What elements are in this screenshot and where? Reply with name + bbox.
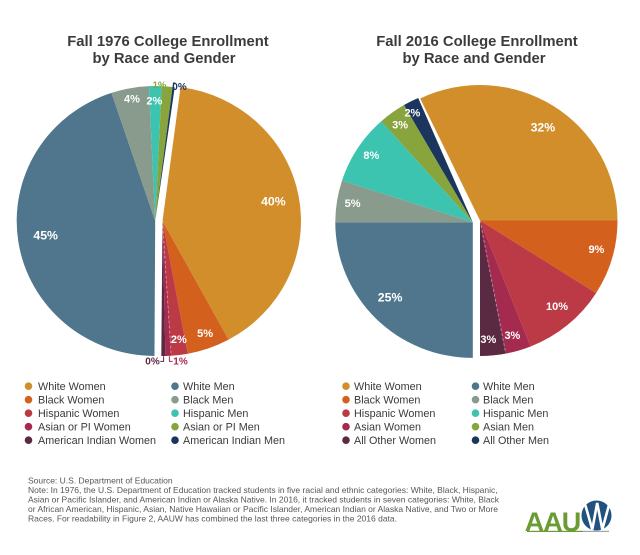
svg-text:Hispanic Women: Hispanic Women bbox=[38, 408, 119, 420]
svg-text:8%: 8% bbox=[363, 150, 379, 162]
svg-text:4%: 4% bbox=[124, 94, 140, 106]
svg-text:3%: 3% bbox=[392, 120, 408, 132]
svg-text:Asian Women: Asian Women bbox=[354, 422, 421, 434]
svg-text:3%: 3% bbox=[504, 330, 520, 342]
svg-text:0%: 0% bbox=[145, 356, 160, 367]
svg-text:1%: 1% bbox=[153, 80, 167, 91]
svg-text:White Women: White Women bbox=[354, 381, 422, 393]
svg-text:Asian or Pacific Islander, and: Asian or Pacific Islander, and American … bbox=[28, 495, 500, 505]
svg-text:0%: 0% bbox=[172, 82, 187, 93]
svg-text:AAU: AAU bbox=[525, 507, 581, 537]
svg-text:2%: 2% bbox=[404, 108, 420, 120]
svg-text:American Indian Women: American Indian Women bbox=[38, 435, 156, 447]
svg-text:2%: 2% bbox=[171, 334, 187, 346]
svg-text:32%: 32% bbox=[531, 120, 556, 134]
svg-text:White Men: White Men bbox=[183, 381, 235, 393]
svg-text:2%: 2% bbox=[146, 96, 162, 108]
svg-text:Asian Men: Asian Men bbox=[483, 422, 534, 434]
svg-text:25%: 25% bbox=[378, 290, 403, 304]
svg-text:10%: 10% bbox=[546, 301, 568, 313]
svg-text:Hispanic Men: Hispanic Men bbox=[183, 408, 248, 420]
svg-text:All Other Men: All Other Men bbox=[483, 435, 549, 447]
svg-text:Races. For readability in Figu: Races. For readability in Figure 2, AAUW… bbox=[28, 514, 397, 524]
svg-text:Black Women: Black Women bbox=[354, 395, 420, 407]
svg-text:Black Men: Black Men bbox=[183, 395, 233, 407]
svg-text:40%: 40% bbox=[261, 195, 286, 209]
svg-text:Black Men: Black Men bbox=[483, 395, 533, 407]
svg-text:Source: U.S. Department of Edu: Source: U.S. Department of Education bbox=[28, 475, 173, 485]
svg-text:White Men: White Men bbox=[483, 381, 535, 393]
svg-text:9%: 9% bbox=[588, 244, 604, 256]
svg-text:5%: 5% bbox=[197, 328, 213, 340]
svg-text:Asian or PI Men: Asian or PI Men bbox=[183, 422, 260, 434]
svg-text:by Race and Gender: by Race and Gender bbox=[92, 51, 235, 67]
svg-text:Fall 2016 College Enrollment: Fall 2016 College Enrollment bbox=[376, 34, 578, 50]
svg-text:Note: In 1976, the U.S. Depart: Note: In 1976, the U.S. Department of Ed… bbox=[28, 485, 498, 495]
svg-text:3%: 3% bbox=[480, 334, 496, 346]
svg-text:American Indian Men: American Indian Men bbox=[183, 435, 285, 447]
svg-text:Fall 1976 College Enrollment: Fall 1976 College Enrollment bbox=[67, 34, 269, 50]
svg-text:All Other Women: All Other Women bbox=[354, 435, 436, 447]
svg-text:5%: 5% bbox=[345, 198, 361, 210]
svg-text:by Race and Gender: by Race and Gender bbox=[402, 51, 545, 67]
svg-text:Asian or PI Women: Asian or PI Women bbox=[38, 422, 131, 434]
svg-text:45%: 45% bbox=[33, 229, 58, 243]
svg-text:Hispanic Women: Hispanic Women bbox=[354, 408, 435, 420]
svg-text:1%: 1% bbox=[173, 356, 188, 367]
svg-text:Black Women: Black Women bbox=[38, 395, 104, 407]
svg-text:White Women: White Women bbox=[38, 381, 106, 393]
svg-text:or African American, Hispanic,: or African American, Hispanic, Asian, Na… bbox=[28, 504, 498, 514]
svg-text:Hispanic Men: Hispanic Men bbox=[483, 408, 548, 420]
